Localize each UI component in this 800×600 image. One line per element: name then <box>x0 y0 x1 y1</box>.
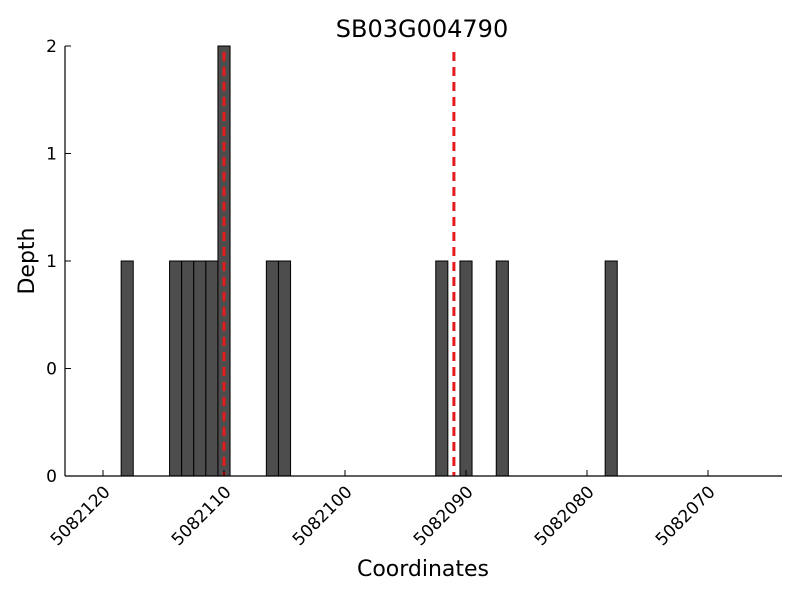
bar-2 <box>181 260 195 477</box>
x-tick-label-4: 5082080 <box>531 482 599 550</box>
y-tick-label-4: 2 <box>46 37 57 57</box>
x-ticks: 5082120 5082110 5082100 5082090 5082080 50820… <box>47 470 720 550</box>
markers-layer <box>222 52 456 476</box>
bar-10 <box>495 260 509 477</box>
bar-3 <box>193 260 207 477</box>
bar-1 <box>169 260 183 477</box>
x-tick-label-0: 5082120 <box>47 482 115 550</box>
y-tick-label-1: 0 <box>46 360 57 380</box>
x-tick-label-2: 5082100 <box>289 482 357 550</box>
x-tick-label-1: 5082110 <box>168 482 236 550</box>
bar-0 <box>120 260 134 477</box>
y-tick-label-0: 0 <box>46 467 57 487</box>
bar-9 <box>459 260 473 477</box>
y-tick-label-3: 1 <box>46 145 57 165</box>
bar-11 <box>604 260 618 477</box>
bar-6 <box>265 260 279 477</box>
x-tick-label-3: 5082090 <box>410 482 478 550</box>
chart-title: SB03G004790 <box>336 15 508 43</box>
y-axis-label: Depth <box>15 227 40 294</box>
y-tick-label-2: 1 <box>46 252 57 272</box>
x-tick-label-5: 5082070 <box>652 482 720 550</box>
bar-4 <box>205 260 219 477</box>
y-ticks: 0 0 1 1 2 <box>46 37 71 487</box>
x-axis-label: Coordinates <box>357 557 489 582</box>
bar-7 <box>277 260 292 477</box>
bars-layer <box>120 45 618 477</box>
bar-5 <box>217 45 231 477</box>
bar-8 <box>435 260 449 477</box>
